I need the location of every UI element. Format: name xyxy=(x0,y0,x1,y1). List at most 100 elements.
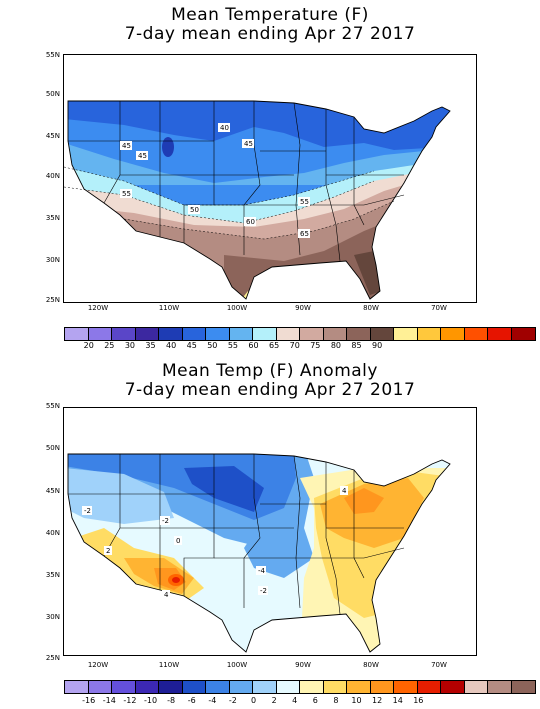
contour-label: 2 xyxy=(106,547,110,555)
contour-label: 45 xyxy=(138,152,147,160)
colorbar-swatch xyxy=(323,681,347,693)
colorbar-swatch xyxy=(511,328,535,340)
colorbar-label: 50 xyxy=(207,341,218,350)
colorbar-label: 4 xyxy=(292,696,298,705)
colorbar-label: 30 xyxy=(124,341,135,350)
contour-label: 4 xyxy=(342,487,347,495)
colorbar-label: 40 xyxy=(166,341,177,350)
panel1-title-line1: Mean Temperature (F) xyxy=(171,5,369,25)
colorbar-label: 80 xyxy=(330,341,341,350)
colorbar-label: 90 xyxy=(372,341,383,350)
colorbar-swatch xyxy=(88,681,112,693)
panel1-lon-label: 110W xyxy=(158,304,180,312)
colorbar-label: 14 xyxy=(392,696,403,705)
colorbar-label: 75 xyxy=(310,341,321,350)
contour-label: 60 xyxy=(246,218,255,226)
colorbar-swatch xyxy=(206,328,230,340)
panel1-contour-labels: 40 45 45 45 50 55 55 60 65 xyxy=(120,123,310,238)
colorbar-label: -6 xyxy=(187,696,196,705)
panel1-lat-label: 45N xyxy=(45,132,60,140)
panel1-lat-label: 50N xyxy=(45,90,60,98)
colorbar-swatch xyxy=(88,328,112,340)
panel2-lat-label: 45N xyxy=(45,487,60,495)
panel2-title-line2: 7-day mean ending Apr 27 2017 xyxy=(124,380,416,400)
colorbar-swatch xyxy=(253,328,277,340)
colorbar-swatch xyxy=(253,681,277,693)
colorbar-swatch xyxy=(300,681,324,693)
panel2-lon-label: 120W xyxy=(87,661,109,669)
panel1-lat-label: 25N xyxy=(45,296,60,304)
colorbar-label: -4 xyxy=(208,696,217,705)
colorbar-swatch xyxy=(276,681,300,693)
colorbar-swatch xyxy=(159,681,183,693)
contour-label: 55 xyxy=(122,190,131,198)
panel2-contour-labels: -2 -2 0 -4 -2 4 4 2 xyxy=(82,486,348,599)
colorbar-swatch xyxy=(182,328,206,340)
contour-label: 4 xyxy=(164,591,169,599)
colorbar-label: -8 xyxy=(167,696,176,705)
panel1-lat-label: 35N xyxy=(45,214,60,222)
contour-label: 40 xyxy=(220,124,229,132)
panel1-lon-label: 80W xyxy=(363,304,379,312)
colorbar-label: 45 xyxy=(186,341,197,350)
contour-label: 0 xyxy=(176,537,180,545)
colorbar-swatch xyxy=(112,681,136,693)
colorbar-swatch xyxy=(441,681,465,693)
panel2-colorbar xyxy=(64,680,536,694)
colorbar-swatch xyxy=(417,681,441,693)
contour-label: 55 xyxy=(300,198,309,206)
colorbar-swatch xyxy=(464,328,488,340)
colorbar-swatch xyxy=(347,681,371,693)
contour-label: 50 xyxy=(190,206,199,214)
colorbar-swatch xyxy=(323,328,347,340)
panel1-lon-label: 70W xyxy=(431,304,447,312)
panel2-lon-label: 80W xyxy=(363,661,379,669)
contour-label: -2 xyxy=(84,507,91,515)
panel2-lat-label: 55N xyxy=(45,402,60,410)
colorbar-label: 25 xyxy=(104,341,115,350)
panel1-lat-label: 30N xyxy=(45,256,60,264)
contour-label: -2 xyxy=(162,517,169,525)
panel2-lat-label: 50N xyxy=(45,444,60,452)
colorbar-swatch xyxy=(370,328,394,340)
colorbar-label: -10 xyxy=(143,696,158,705)
panel2-title-line1: Mean Temp (F) Anomaly xyxy=(162,361,378,381)
colorbar-label: 10 xyxy=(351,696,362,705)
colorbar-label: -12 xyxy=(123,696,137,705)
panel1-lon-label: 90W xyxy=(295,304,311,312)
colorbar-swatch xyxy=(511,681,535,693)
colorbar-label: 65 xyxy=(269,341,280,350)
colorbar-swatch xyxy=(464,681,488,693)
panel2-lat-label: 30N xyxy=(45,613,60,621)
colorbar-label: 60 xyxy=(248,341,259,350)
panel2-lat-label: 40N xyxy=(45,529,60,537)
colorbar-swatch xyxy=(229,681,253,693)
colorbar-label: 85 xyxy=(351,341,362,350)
colorbar-label: 55 xyxy=(227,341,238,350)
colorbar-swatch xyxy=(159,328,183,340)
colorbar-swatch xyxy=(182,681,206,693)
contour-label: 45 xyxy=(122,142,131,150)
colorbar-swatch xyxy=(488,681,512,693)
colorbar-label: -14 xyxy=(102,696,116,705)
panel2-map-svg: -2 -2 0 -4 -2 4 4 2 xyxy=(67,453,451,653)
colorbar-swatch xyxy=(135,328,159,340)
colorbar-label: 16 xyxy=(413,696,424,705)
panel1-lat-label: 55N xyxy=(45,51,60,59)
colorbar-label: 20 xyxy=(83,341,94,350)
colorbar-swatch xyxy=(65,328,89,340)
panel2-lon-label: 100W xyxy=(226,661,248,669)
colorbar-label: -16 xyxy=(82,696,96,705)
colorbar-swatch xyxy=(65,681,89,693)
colorbar-swatch xyxy=(276,328,300,340)
colorbar-label: 70 xyxy=(289,341,300,350)
colorbar-swatch xyxy=(394,328,418,340)
colorbar-swatch xyxy=(300,328,324,340)
panel2-lon-label: 110W xyxy=(158,661,180,669)
colorbar-label: -2 xyxy=(228,696,237,705)
colorbar-swatch xyxy=(206,681,230,693)
panel1-lat-label: 40N xyxy=(45,172,60,180)
colorbar-label: 2 xyxy=(271,696,277,705)
colorbar-swatch xyxy=(135,681,159,693)
panel2-lon-label: 90W xyxy=(295,661,311,669)
